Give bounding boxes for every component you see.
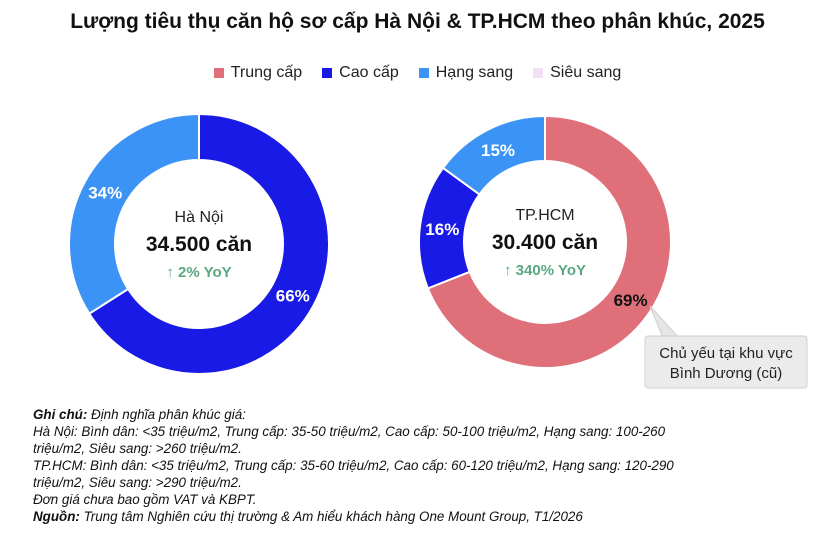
notes-section: Ghi chú: Định nghĩa phân khúc giá: Hà Nộ… — [33, 406, 813, 525]
source-text: Trung tâm Nghiên cứu thị trường & Am hiể… — [79, 509, 583, 524]
note-hcm-line2: triệu/m2, Siêu sang: >290 triệu/m2. — [33, 475, 242, 490]
donut-slice-1-0 — [426, 114, 672, 369]
note-hn-line2: triệu/m2, Siêu sang: >260 triệu/m2. — [33, 441, 242, 456]
legend-label: Hạng sang — [435, 64, 514, 81]
annotation-text: Chủ yếu tại khu vực — [659, 345, 793, 362]
slice-data-label: 66% — [276, 287, 310, 306]
donut-slice-0-0 — [87, 112, 330, 375]
legend-item-0: Trung cấp — [213, 64, 303, 82]
notes-heading-line: Ghi chú: Định nghĩa phân khúc giá: — [33, 406, 813, 423]
notes-heading: Ghi chú: — [33, 407, 88, 422]
slice-data-label: 34% — [88, 183, 122, 202]
legend-item-2: Hạng sang — [418, 64, 514, 82]
legend: Trung cấp Cao cấp Hạng sang Siêu sang — [0, 64, 835, 82]
yoy-label: ↑ 340% YoY — [504, 262, 586, 279]
legend-swatch — [322, 68, 333, 78]
source-line: Nguồn: Trung tâm Nghiên cứu thị trường &… — [33, 508, 813, 525]
donut-slice-1-2 — [441, 114, 546, 196]
notes-heading-rest: Định nghĩa phân khúc giá: — [87, 407, 246, 422]
note-vat: Đơn giá chưa bao gồm VAT và KBPT. — [33, 492, 257, 507]
legend-label: Siêu sang — [550, 64, 622, 81]
note-hn-line1: Hà Nội: Bình dân: <35 triệu/m2, Trung cấ… — [33, 424, 666, 439]
total-units-label: 30.400 căn — [492, 231, 598, 254]
donut-slice-0-1 — [68, 112, 200, 316]
legend-swatch — [533, 68, 544, 78]
legend-item-1: Cao cấp — [322, 64, 399, 82]
slice-data-label: 69% — [614, 291, 648, 310]
legend-label: Trung cấp — [230, 64, 303, 81]
yoy-label: ↑ 2% YoY — [166, 264, 231, 281]
city-label: Hà Nội — [175, 209, 224, 226]
legend-item-3: Siêu sang — [533, 64, 621, 82]
source-label: Nguồn: — [33, 509, 80, 524]
slice-data-label: 15% — [481, 141, 515, 160]
slice-data-label: 16% — [425, 220, 459, 239]
city-label: TP.HCM — [515, 207, 574, 224]
total-units-label: 34.500 căn — [146, 233, 252, 256]
legend-swatch — [213, 68, 224, 78]
legend-swatch — [418, 68, 429, 78]
annotation-text: Bình Dương (cũ) — [670, 365, 782, 382]
legend-label: Cao cấp — [339, 64, 399, 81]
chart-title: Lượng tiêu thụ căn hộ sơ cấp Hà Nội & TP… — [70, 10, 765, 33]
annotation-box — [644, 335, 808, 389]
note-hcm-line1: TP.HCM: Bình dân: <35 triệu/m2, Trung cấ… — [33, 458, 674, 473]
